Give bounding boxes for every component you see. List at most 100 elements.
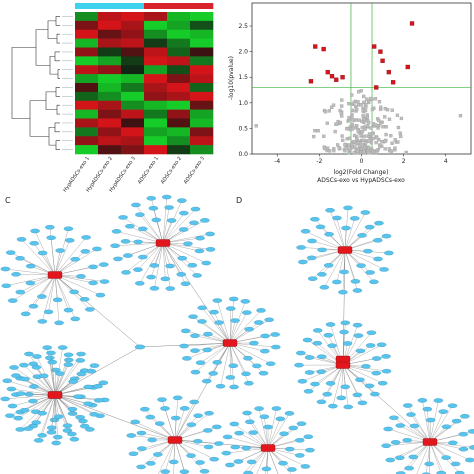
target-node	[352, 288, 363, 293]
target-node	[300, 229, 311, 234]
nonsignificant-point	[353, 126, 357, 130]
target-node	[340, 384, 350, 390]
target-node	[195, 360, 206, 365]
heatmap-cell	[190, 29, 214, 39]
nonsignificant-point	[348, 147, 352, 152]
target-node	[177, 255, 188, 261]
target-edge	[409, 441, 431, 469]
mirna-hub-node	[335, 361, 351, 369]
heatmap-cell	[144, 56, 168, 66]
target-node	[243, 470, 253, 474]
target-node	[317, 247, 327, 253]
x-tick-label: 2	[402, 158, 406, 165]
target-node	[138, 226, 148, 232]
target-edge	[174, 439, 201, 463]
target-edge	[54, 237, 87, 276]
group-bar-segment	[167, 3, 191, 9]
x-tick-label: -2	[316, 158, 322, 165]
target-node	[179, 343, 189, 349]
target-node	[395, 423, 406, 428]
target-edge	[12, 274, 56, 301]
heatmap-cell	[98, 83, 122, 93]
target-node	[208, 371, 218, 376]
volcano-nonsignificant-points	[254, 89, 463, 155]
target-node	[408, 454, 419, 460]
nonsignificant-point	[322, 134, 326, 138]
target-node	[363, 248, 373, 254]
target-node	[323, 263, 334, 268]
heatmap-cell	[190, 145, 214, 155]
nonsignificant-point	[367, 146, 371, 150]
heatmap-cell	[167, 136, 191, 146]
target-node	[373, 238, 383, 243]
target-node	[264, 317, 274, 323]
heatmap-cell	[98, 100, 122, 110]
target-node	[89, 412, 99, 417]
target-edge	[416, 441, 431, 474]
target-node	[300, 464, 311, 469]
target-node	[390, 440, 401, 445]
target-node	[46, 235, 56, 240]
target-node	[28, 303, 39, 309]
target-node	[42, 345, 52, 350]
target-node	[450, 461, 461, 467]
target-node	[212, 360, 222, 365]
inter-hub-link	[174, 342, 231, 441]
target-node	[99, 279, 110, 284]
nonsignificant-point	[338, 108, 342, 113]
target-node	[67, 406, 78, 412]
target-edge	[341, 364, 344, 398]
nonsignificant-point	[396, 140, 400, 144]
target-edge	[162, 207, 170, 244]
heatmap-cell	[75, 109, 99, 119]
target-node	[451, 418, 462, 424]
target-edge	[344, 212, 366, 251]
target-node	[9, 365, 19, 370]
nonsignificant-point	[356, 129, 360, 133]
nonsignificant-point	[399, 116, 404, 121]
target-edge	[137, 242, 164, 270]
inter-hub-link	[342, 249, 346, 366]
nonsignificant-point	[327, 109, 331, 113]
target-node	[193, 439, 203, 444]
target-node	[123, 253, 133, 258]
nonsignificant-point	[333, 129, 337, 134]
target-edge	[131, 435, 176, 441]
target-node	[147, 437, 157, 443]
nonsignificant-point	[368, 96, 373, 101]
target-node	[325, 381, 336, 386]
nonsignificant-point	[335, 143, 340, 147]
target-node	[342, 341, 353, 346]
target-edge	[427, 409, 431, 443]
target-node	[316, 369, 326, 375]
target-edge	[344, 218, 355, 251]
target-edge	[202, 307, 231, 344]
target-node	[310, 216, 320, 222]
significant-point	[325, 69, 330, 75]
target-node	[297, 379, 308, 384]
nonsignificant-point	[365, 97, 369, 101]
target-edge	[49, 227, 56, 276]
nonsignificant-point	[363, 127, 367, 131]
network-panel-d	[294, 205, 474, 474]
heatmap-cell	[121, 74, 145, 84]
heatmap-cell	[121, 118, 145, 128]
target-edge	[54, 364, 69, 396]
target-node	[203, 428, 213, 433]
target-edge	[11, 388, 56, 396]
target-node	[285, 446, 295, 452]
mirna-hub-node	[260, 444, 276, 452]
dendrogram-link	[55, 16, 60, 26]
target-node	[13, 415, 23, 421]
nonsignificant-point	[326, 146, 330, 150]
heatmap-cell	[121, 91, 145, 102]
nonsignificant-point	[378, 144, 382, 149]
target-node	[51, 440, 61, 446]
target-edge	[229, 308, 231, 344]
target-node	[20, 311, 31, 317]
target-edge	[34, 243, 56, 276]
nonsignificant-point	[360, 125, 364, 130]
star-cluster	[126, 395, 224, 474]
target-node	[146, 461, 156, 466]
nonsignificant-point	[339, 111, 343, 115]
